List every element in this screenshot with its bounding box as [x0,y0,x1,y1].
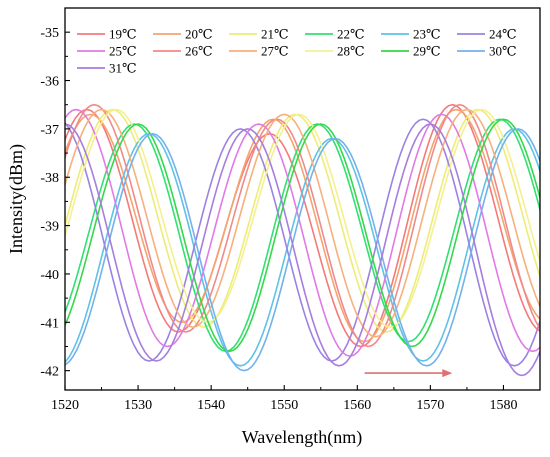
legend-label: 27℃ [261,44,289,59]
axes: 1520 1530 1540 1550 1560 1570 1580 -35 -36 -37 -38… [40,7,517,413]
legend-label: 31℃ [109,61,137,76]
annotation-layer [364,369,453,378]
y-tick-label: -35 [40,26,59,41]
y-tick-label: -42 [40,365,59,380]
series-line-1 [65,108,540,343]
series-line-2 [65,108,540,333]
y-tick-label: -40 [40,268,59,283]
x-tick-label: 1530 [124,398,152,413]
x-axis-title: Wavelength(nm) [242,427,363,448]
x-tick-label: 1560 [343,398,371,413]
series-line-0 [65,103,540,348]
series-line-6 [65,108,540,357]
series-line-4 [65,128,540,367]
y-tick-label: -37 [40,123,59,138]
x-tick-label: 1570 [416,398,444,413]
legend-label: 28℃ [337,44,365,59]
legend-label: 20℃ [185,27,213,42]
legend-label: 24℃ [489,27,517,42]
legend-label: 26℃ [185,44,213,59]
series-line-3 [65,118,540,353]
shift-arrow-head [442,369,453,378]
x-tick-label: 1520 [51,398,79,413]
y-tick-label: -38 [40,171,59,186]
y-tick-label: -41 [40,316,59,331]
legend-label: 21℃ [261,27,289,42]
x-tick-label: 1580 [489,398,517,413]
legend-label: 22℃ [337,27,365,42]
y-axis-title: Intensity(dBm) [6,144,27,254]
series-layer [65,103,540,377]
x-tick-label: 1550 [270,398,298,413]
series-line-11 [65,128,540,372]
legend-label: 23℃ [413,27,441,42]
y-tick-label: -36 [40,75,59,90]
plot-frame [64,7,541,391]
series-line-8 [65,108,540,338]
series-line-7 [65,103,540,348]
series-line-12 [65,123,540,377]
x-tick-label: 1540 [197,398,225,413]
y-tick-label: -39 [40,220,59,235]
legend-label: 25℃ [109,44,137,59]
series-line-9 [65,108,540,328]
legend-label: 19℃ [109,27,137,42]
legend-label: 30℃ [489,44,517,59]
legend-label: 29℃ [413,44,441,59]
series-line-10 [65,118,540,353]
legend: 19℃ 20℃ 21℃ 22℃ 23℃ 24℃ 25℃ 26℃ 27℃ 28℃ 29℃ 30℃ 31℃ [77,27,517,76]
